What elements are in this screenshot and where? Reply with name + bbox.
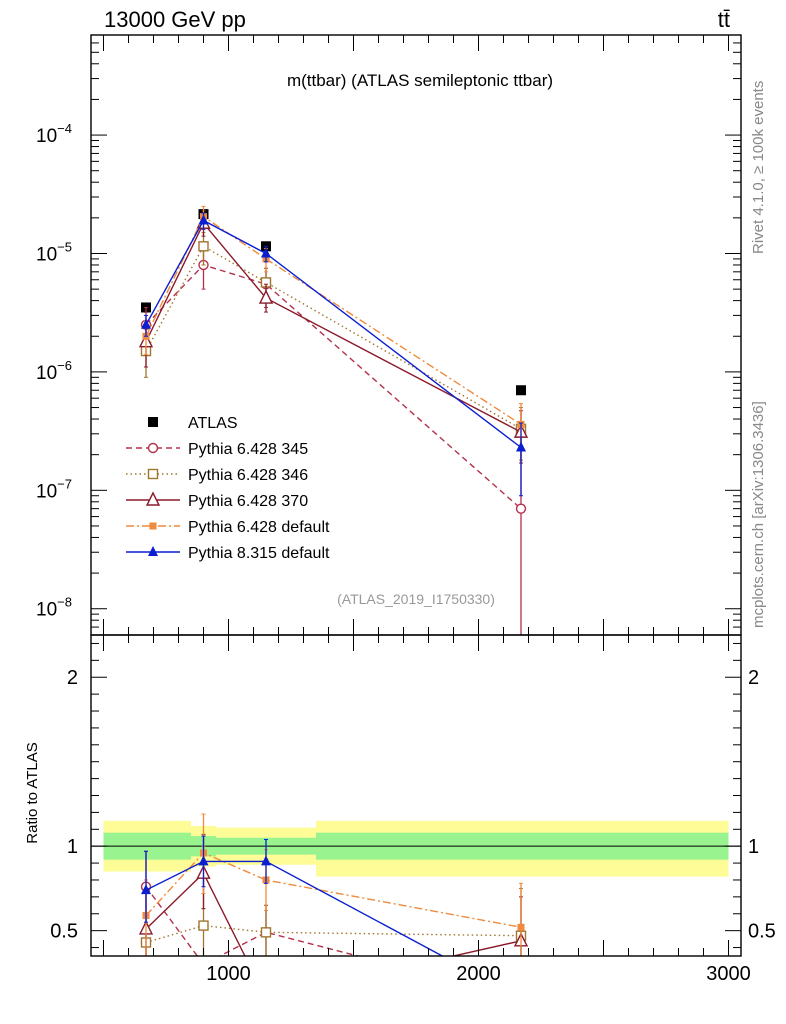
- ratio-panel: 0.5 0.5 1 1 2 2 1000 2000 3000 Ratio to ATLAS: [24, 634, 776, 1003]
- y-tick-label: 10−6: [36, 358, 72, 384]
- legend-label: Pythia 6.428 345: [188, 441, 308, 458]
- legend-marker-pythia-6-428-345: [147, 442, 159, 454]
- ratio-point-pythia-6-428-default: [517, 923, 525, 931]
- legend-marker-pythia-6-428-default: [149, 522, 157, 530]
- analysis-id: (ATLAS_2019_I1750330): [337, 591, 495, 607]
- main-panel-y-tick-labels: 10−8 10−7 10−6 10−5 10−4: [36, 121, 72, 621]
- legend-entry-pythia-6-428-370: Pythia 6.428 370: [126, 491, 308, 510]
- ratio-point-pythia-8-315-default: [261, 855, 271, 866]
- main-point-pythia-8-315-default: [141, 318, 151, 329]
- ratio-panel-ticks: [91, 635, 741, 956]
- ratio-point-pythia-6-428-345: [517, 994, 526, 1003]
- legend-marker-pythia-6-428-370: [145, 491, 161, 506]
- ratio-point-pythia-8-315-default: [516, 992, 526, 1002]
- main-point-pythia-6-428-370: [258, 289, 274, 304]
- ratio-point-pythia-6-428-346: [260, 927, 272, 938]
- ratio-y-tick-label-left: 2: [67, 667, 78, 689]
- ratio-uncertainty-bands: [103, 820, 729, 877]
- main-line-pythia-6-428-345: [145, 264, 522, 510]
- x-tick-labels: 1000 2000 3000: [206, 963, 751, 985]
- legend-marker-pythia-8-315-default: [148, 546, 158, 556]
- x-tick-label: 1000: [206, 963, 251, 985]
- legend-label: Pythia 6.428 370: [188, 493, 308, 510]
- ratio-y-tick-label-left: 1: [67, 836, 78, 858]
- main-line-pythia-6-428-370: [145, 222, 522, 433]
- ratio-point-pythia-6-428-370: [260, 991, 272, 1003]
- main-point-pythia-8-315-default: [516, 441, 526, 452]
- legend-marker-atlas: [148, 417, 158, 427]
- legend-label: ATLAS: [188, 415, 238, 432]
- ratio-line-pythia-8-315-default: [145, 860, 444, 956]
- ratio-y-tick-label-right: 2: [748, 667, 759, 689]
- ratio-line-pythia-6-428-345: [145, 886, 361, 956]
- y-tick-label: 10−7: [36, 476, 72, 502]
- x-tick-label: 3000: [706, 963, 751, 985]
- y-tick-exponent: −4: [57, 121, 72, 136]
- ratio-point-pythia-8-315-default: [141, 884, 151, 895]
- energy-label: 13000 GeV pp: [104, 7, 246, 32]
- ratio-y-tick-label-right: 1: [748, 836, 759, 858]
- main-panel-ticks: [91, 34, 741, 636]
- ratio-y-tick-label-left: 0.5: [50, 921, 78, 943]
- legend-label: Pythia 6.428 default: [188, 519, 330, 536]
- legend-entry-atlas: ATLAS: [148, 415, 238, 432]
- main-point-atlas: [516, 385, 526, 396]
- mcplots-label: mcplots.cern.ch [arXiv:1306.3436]: [750, 401, 767, 628]
- legend-entry-pythia-6-428-345: Pythia 6.428 345: [126, 441, 308, 458]
- ratio-point-pythia-6-428-346: [198, 920, 209, 931]
- ratio-panel-y-tick-labels: 0.5 0.5 1 1 2 2: [50, 667, 776, 942]
- main-panel-series: [138, 205, 529, 635]
- legend-entry-pythia-6-428-default: Pythia 6.428 default: [126, 519, 330, 536]
- ratio-panel-series: [138, 813, 529, 1003]
- main-series-pythia-8-315-default: [141, 212, 526, 497]
- main-point-pythia-8-315-default: [198, 214, 209, 225]
- main-line-pythia-6-428-346: [145, 245, 522, 430]
- rivet-version-label: Rivet 4.1.0, ≥ 100k events: [750, 81, 767, 254]
- legend-label: Pythia 6.428 346: [188, 467, 308, 484]
- process-label: tt̄: [718, 7, 730, 32]
- legend-entry-pythia-6-428-346: Pythia 6.428 346: [126, 467, 308, 484]
- ratio-series-pythia-8-315-default: [141, 835, 526, 1002]
- y-tick-label: 10−4: [36, 121, 72, 147]
- y-tick-exponent: −6: [57, 358, 72, 373]
- ratio-point-pythia-8-315-default: [198, 855, 209, 866]
- main-point-pythia-6-428-345: [515, 503, 527, 514]
- y-tick-exponent: −7: [57, 476, 72, 491]
- x-tick-label: 2000: [456, 963, 501, 985]
- main-point-pythia-8-315-default: [261, 247, 271, 258]
- y-tick-label: 10−8: [36, 595, 72, 621]
- main-point-pythia-6-428-346: [198, 241, 209, 252]
- legend-marker-pythia-6-428-346: [147, 468, 159, 480]
- ratio-y-axis-label: Ratio to ATLAS: [24, 742, 41, 843]
- main-line-pythia-8-315-default: [145, 219, 522, 449]
- main-panel: 10−8 10−7 10−6 10−5 10−4 m(ttbar) (ATLAS sem…: [36, 34, 742, 636]
- ratio-y-tick-label-right: 0.5: [748, 921, 776, 943]
- y-tick-exponent: −8: [57, 595, 72, 610]
- ratio-line-pythia-6-428-370: [145, 872, 522, 956]
- ratio-line-pythia-6-428-default: [145, 852, 522, 928]
- y-tick-exponent: −5: [57, 239, 72, 254]
- ratio-panel-frame: [90, 634, 742, 957]
- legend: ATLAS Pythia 6.428 345 Pythia 6.428 346 Pyt…: [126, 415, 330, 562]
- legend-label: Pythia 8.315 default: [188, 545, 330, 562]
- main-line-pythia-6-428-default: [145, 215, 522, 425]
- plot-title: m(ttbar) (ATLAS semileptonic ttbar): [287, 71, 553, 90]
- ratio-line-pythia-6-428-346: [145, 924, 522, 944]
- legend-entry-pythia-8-315-default: Pythia 8.315 default: [126, 545, 330, 562]
- y-tick-label: 10−5: [36, 239, 72, 265]
